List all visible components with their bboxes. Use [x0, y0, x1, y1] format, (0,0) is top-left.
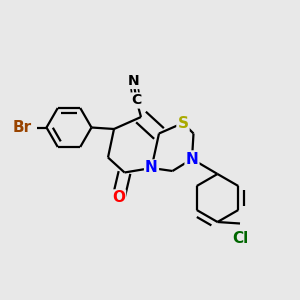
- Text: C: C: [131, 94, 142, 107]
- Text: Cl: Cl: [232, 231, 248, 246]
- Text: N: N: [186, 152, 198, 166]
- Text: S: S: [178, 116, 188, 130]
- Text: N: N: [145, 160, 158, 175]
- Text: N: N: [128, 74, 139, 88]
- Text: O: O: [112, 190, 125, 206]
- Text: Br: Br: [13, 120, 32, 135]
